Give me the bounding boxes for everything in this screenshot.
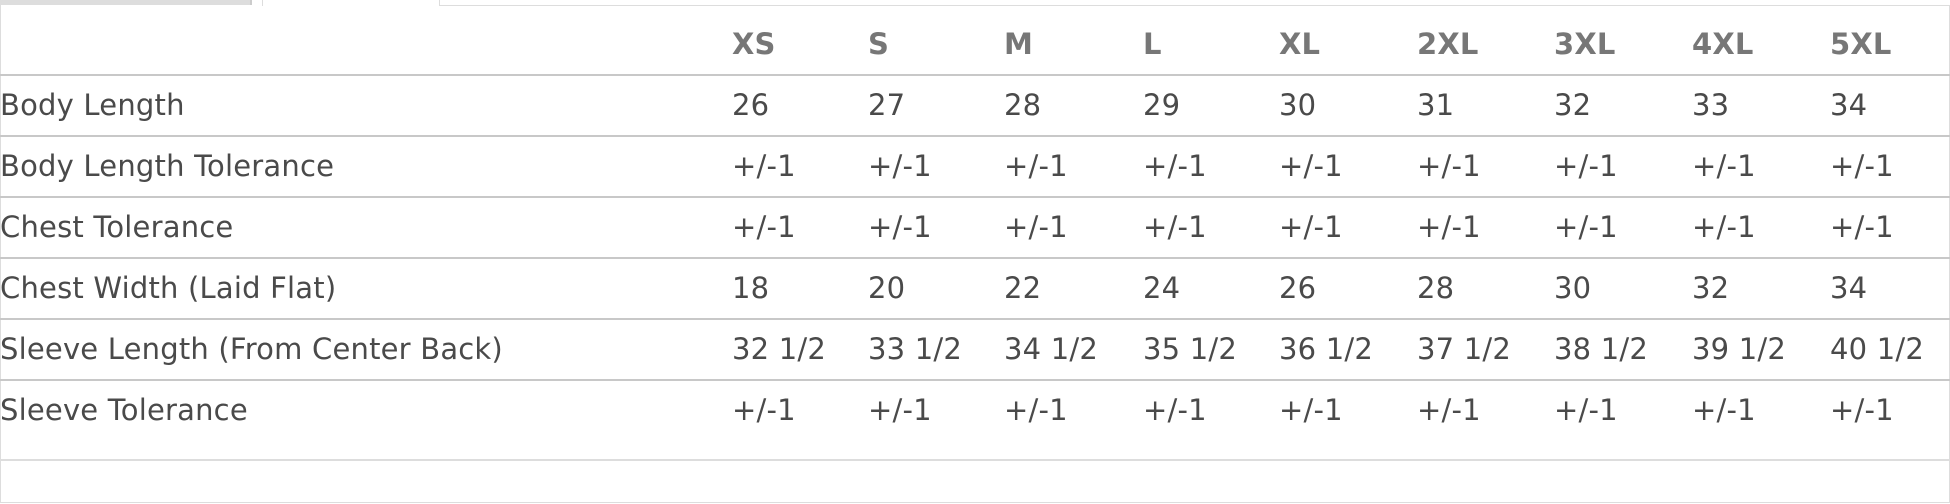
table-cell: +/-1 [868,393,932,427]
size-header: 3XL [1554,27,1616,61]
row-divider [0,318,1950,320]
table-cell: 20 [868,271,906,305]
table-cell: +/-1 [1692,149,1756,183]
row-label: Sleeve Tolerance [0,393,248,427]
table-cell: +/-1 [868,210,932,244]
table-cell: 31 [1417,88,1455,122]
row-divider [0,257,1950,259]
size-header: XS [732,27,776,61]
table-row: Body Length Tolerance +/-1 +/-1 +/-1 +/-1 +/-… [0,137,1950,198]
table-cell: 26 [732,88,770,122]
table-cell: +/-1 [1554,210,1618,244]
table-cell: 24 [1143,271,1181,305]
tab-active[interactable] [262,0,440,6]
table-cell: 39 1/2 [1692,332,1786,366]
table-cell: +/-1 [1143,149,1207,183]
table-cell: 38 1/2 [1554,332,1648,366]
table-cell: 34 1/2 [1004,332,1098,366]
table-header-row: XS S M L XL 2XL 3XL 4XL 5XL [0,15,1950,76]
table-cell: +/-1 [1830,149,1894,183]
table-cell: 28 [1004,88,1042,122]
table-cell: 35 1/2 [1143,332,1237,366]
table-cell: 37 1/2 [1417,332,1511,366]
table-row: Sleeve Tolerance +/-1 +/-1 +/-1 +/-1 +/-1 +/-1… [0,381,1950,442]
table-row: Chest Width (Laid Flat) 18 20 22 24 26 28 30 32 3… [0,259,1950,320]
table-bottom-divider [0,459,1950,461]
row-label: Sleeve Length (From Center Back) [0,332,503,366]
table-cell: 40 1/2 [1830,332,1924,366]
size-header: L [1143,27,1162,61]
table-cell: +/-1 [1830,210,1894,244]
size-header: 4XL [1692,27,1754,61]
table-cell: +/-1 [1417,149,1481,183]
table-cell: 29 [1143,88,1181,122]
table-cell: 22 [1004,271,1042,305]
table-cell: +/-1 [1279,149,1343,183]
table-cell: +/-1 [1692,393,1756,427]
table-cell: +/-1 [1143,210,1207,244]
size-header: XL [1279,27,1321,61]
table-cell: +/-1 [732,393,796,427]
table-cell: 32 [1554,88,1592,122]
tab-inactive[interactable] [0,0,252,5]
table-cell: 34 [1830,271,1868,305]
row-divider [0,379,1950,381]
table-cell: 27 [868,88,906,122]
table-cell: 28 [1417,271,1455,305]
row-label: Body Length Tolerance [0,149,335,183]
row-label: Chest Tolerance [0,210,234,244]
row-label: Chest Width (Laid Flat) [0,271,337,305]
size-header: S [868,27,890,61]
table-cell: +/-1 [1417,210,1481,244]
row-label: Body Length [0,88,185,122]
size-header: M [1004,27,1034,61]
row-divider [0,135,1950,137]
table-cell: +/-1 [1830,393,1894,427]
tab-divider [439,5,1950,6]
table-cell: 33 [1692,88,1730,122]
table-cell: 33 1/2 [868,332,962,366]
table-cell: 34 [1830,88,1868,122]
table-row: Chest Tolerance +/-1 +/-1 +/-1 +/-1 +/-1 +/-1 +… [0,198,1950,259]
table-cell: 32 1/2 [732,332,826,366]
table-cell: 30 [1279,88,1317,122]
table-row: Body Length 26 27 28 29 30 31 32 33 34 [0,76,1950,137]
table-cell: 36 1/2 [1279,332,1373,366]
table-cell: +/-1 [1143,393,1207,427]
table-cell: +/-1 [1004,210,1068,244]
row-divider [0,196,1950,198]
table-cell: +/-1 [1279,210,1343,244]
table-cell: 30 [1554,271,1592,305]
table-cell: +/-1 [1004,393,1068,427]
table-cell: +/-1 [732,149,796,183]
table-cell: +/-1 [1417,393,1481,427]
table-row: Sleeve Length (From Center Back) 32 1/2 33… [0,320,1950,381]
table-cell: +/-1 [868,149,932,183]
table-cell: 32 [1692,271,1730,305]
table-cell: +/-1 [1279,393,1343,427]
table-cell: 18 [732,271,770,305]
size-header: 5XL [1830,27,1892,61]
table-cell: +/-1 [732,210,796,244]
table-cell: +/-1 [1692,210,1756,244]
table-cell: +/-1 [1004,149,1068,183]
table-cell: 26 [1279,271,1317,305]
size-header: 2XL [1417,27,1479,61]
table-cell: +/-1 [1554,393,1618,427]
table-cell: +/-1 [1554,149,1618,183]
row-divider [0,74,1950,76]
